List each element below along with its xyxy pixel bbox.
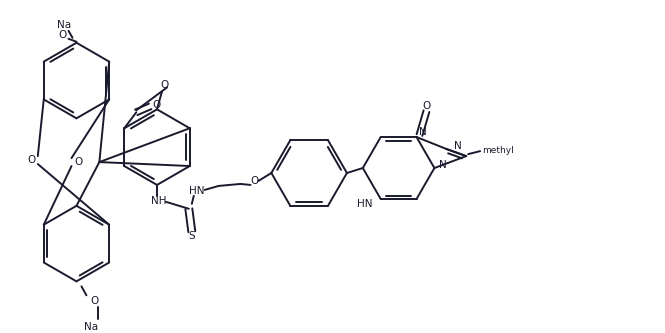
Text: HN: HN xyxy=(357,199,373,209)
Text: Na: Na xyxy=(57,20,72,30)
Text: O: O xyxy=(422,101,430,111)
Text: S: S xyxy=(188,231,195,241)
Text: O: O xyxy=(59,30,66,40)
Text: N: N xyxy=(440,160,447,170)
Text: N: N xyxy=(420,127,427,137)
Text: HN: HN xyxy=(189,186,205,196)
Text: N: N xyxy=(454,141,462,151)
Text: NH: NH xyxy=(151,196,167,206)
Text: O: O xyxy=(152,100,160,110)
Text: methyl: methyl xyxy=(482,146,514,155)
Text: O: O xyxy=(161,80,169,90)
Text: Na: Na xyxy=(84,322,98,332)
Text: O: O xyxy=(250,176,259,186)
Text: O: O xyxy=(90,296,98,306)
Text: O: O xyxy=(28,155,36,165)
Text: O: O xyxy=(74,157,82,167)
